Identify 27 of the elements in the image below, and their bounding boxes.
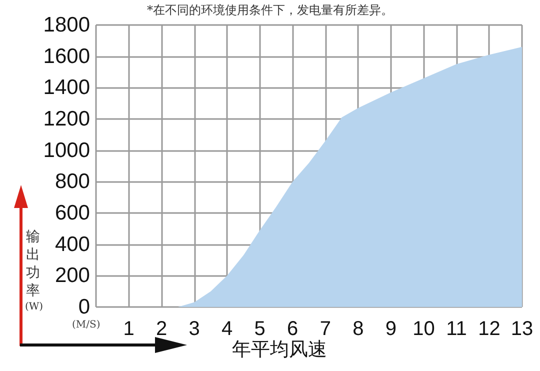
x-tick-label: 9 [385, 318, 396, 340]
x-tick-label: 6 [287, 318, 298, 340]
x-tick-label: 7 [320, 318, 331, 340]
x-tick-label: 1 [123, 318, 134, 340]
y-tick-label: 400 [54, 232, 90, 256]
y-tick-label: 0 [78, 296, 90, 318]
text: (M/S) [72, 320, 100, 330]
x-tick-label: 12 [478, 318, 500, 340]
y-tick-label: 1000 [43, 138, 90, 162]
y-tick-label: 1600 [43, 44, 90, 68]
x-tick-label: 4 [222, 318, 233, 340]
y-tick-label: 600 [54, 202, 90, 224]
y-tick-label: 1400 [43, 76, 90, 100]
y-axis-title: 输出功率(W) [25, 229, 44, 312]
x-tick-label: 11 [446, 318, 467, 340]
x-tick-label: 8 [352, 318, 364, 340]
y-tick-label: 1800 [43, 14, 90, 36]
x-tick-label: 5 [254, 318, 266, 340]
x-axis-title: 年平均风速 [232, 338, 327, 360]
y-tick-label: 200 [54, 264, 90, 288]
x-tick-label: 10 [412, 318, 435, 340]
y-tick-label: 800 [54, 170, 90, 194]
x-tick-label: 3 [188, 318, 200, 340]
x-tick-label: 2 [156, 318, 168, 340]
x-tick-label: 13 [510, 318, 534, 340]
text: *在不同的环境使用条件下，发电量有所差异。 [147, 3, 393, 17]
y-tick-label: 1200 [43, 108, 90, 130]
